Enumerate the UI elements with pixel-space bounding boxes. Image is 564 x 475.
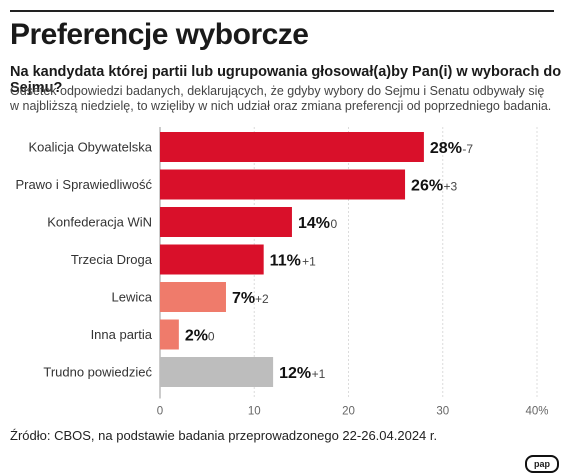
change-label: -7	[462, 142, 473, 156]
value-label: 12%	[279, 365, 311, 382]
category-label: Prawo i Sprawiedliwość	[15, 177, 152, 192]
x-tick-label: 20	[342, 406, 355, 418]
bar	[160, 319, 179, 350]
pap-logo: pap	[525, 455, 559, 473]
chart-description: Odsetek odpowiedzi badanych, deklarujący…	[10, 84, 552, 113]
change-label: +1	[302, 255, 316, 269]
value-label: 26%	[411, 178, 443, 195]
value-label: 7%	[232, 290, 255, 307]
change-label: 0	[330, 217, 337, 231]
category-label: Koalicja Obywatelska	[28, 140, 152, 155]
change-label: +3	[444, 180, 458, 194]
change-label: +2	[255, 292, 269, 306]
bar	[160, 357, 274, 387]
value-label: 2%	[185, 328, 208, 345]
bar	[160, 169, 406, 200]
category-label: Lewica	[112, 290, 153, 305]
change-label: +1	[312, 367, 326, 381]
top-rule	[10, 10, 554, 12]
bar	[160, 132, 424, 162]
change-label: 0	[208, 330, 215, 344]
x-tick-label: 40%	[525, 406, 548, 418]
source-note: Źródło: CBOS, na podstawie badania przep…	[10, 428, 438, 443]
bar-chart: 0 10 20 30 40% Koalicja Obywatelska 28% -7 Prawo…	[15, 127, 549, 418]
bar	[160, 207, 292, 237]
category-label: Trudno powiedzieć	[43, 365, 152, 380]
category-label: Trzecia Droga	[71, 252, 153, 267]
bar	[160, 244, 264, 275]
bar	[160, 282, 226, 312]
x-tick-label: 30	[436, 406, 449, 418]
x-tick-label: 0	[157, 406, 163, 418]
x-tick-label: 10	[248, 406, 261, 418]
chart-title: Preferencje wyborcze	[10, 18, 309, 51]
chart-subtitle: Na kandydata której partii lub ugrupowan…	[10, 64, 562, 96]
category-label: Konfederacja WiN	[47, 215, 152, 230]
value-label: 11%	[270, 253, 301, 270]
value-label: 28%	[430, 140, 462, 157]
category-label: Inna partia	[91, 327, 153, 342]
value-label: 14%	[298, 215, 330, 232]
